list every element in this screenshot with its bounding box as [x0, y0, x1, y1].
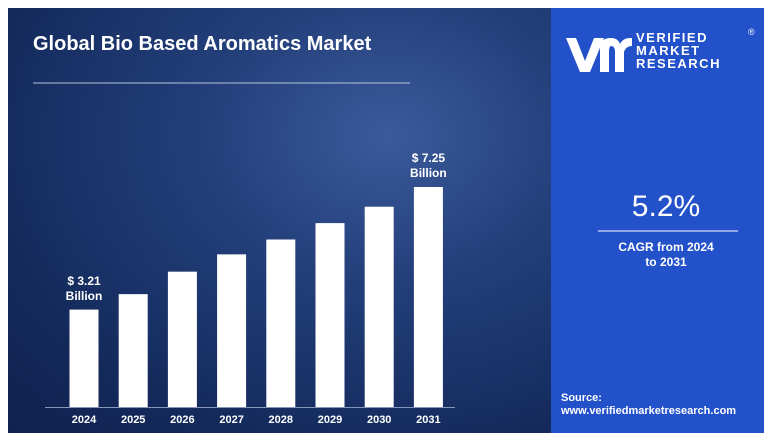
bar — [69, 309, 99, 407]
x-tick-label: 2027 — [219, 414, 243, 426]
bar — [266, 239, 296, 407]
logo-v — [566, 38, 604, 72]
x-tick-label: 2029 — [318, 414, 342, 426]
registered-mark: ® — [748, 27, 755, 37]
value-label: $ 3.21 Billion — [65, 273, 103, 303]
info-panel — [551, 8, 764, 433]
x-tick-label: 2028 — [269, 414, 293, 426]
bar — [315, 223, 345, 407]
brand-logo — [566, 38, 632, 72]
value-label: $ 7.25 Billion — [410, 151, 447, 180]
bar — [118, 294, 148, 407]
x-tick-label: 2026 — [170, 414, 194, 426]
bar — [167, 271, 197, 407]
brand-line: VERIFIED — [636, 30, 708, 45]
logo-m — [600, 38, 632, 72]
brand-line: MARKET — [636, 43, 701, 58]
x-tick-label: 2031 — [416, 414, 440, 426]
source-label: Source: — [561, 392, 602, 404]
cagr-value: 5.2% — [631, 190, 701, 223]
brand-line: RESEARCH — [636, 56, 721, 71]
chart-title: Global Bio Based Aromatics Market — [33, 33, 372, 55]
source-url: www.verifiedmarketresearch.com — [561, 405, 737, 417]
brand-name: VERIFIED MARKET RESEARCH — [636, 31, 721, 70]
x-tick-label: 2025 — [121, 414, 145, 426]
bar — [413, 187, 443, 407]
x-tick-label: 2030 — [367, 414, 391, 426]
cagr-label: CAGR from 2024 to 2031 — [618, 240, 714, 269]
x-tick-label: 2024 — [72, 414, 97, 426]
bar — [217, 254, 247, 407]
bar — [364, 206, 394, 407]
